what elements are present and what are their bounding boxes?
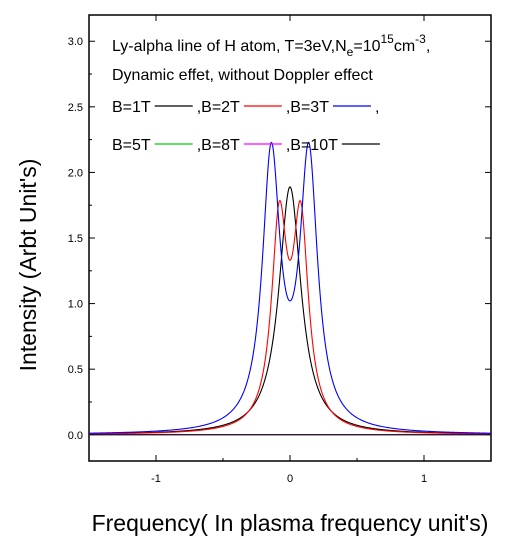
legend-label: B=3T: [290, 99, 329, 116]
legend-separator: ,: [286, 99, 290, 116]
x-tick-label: 0: [287, 473, 293, 485]
y-tick-label: 0.5: [68, 364, 83, 376]
series-line-b-3t: [88, 141, 492, 434]
y-tick-label: 2.5: [68, 102, 83, 114]
chart-subtitle: Dynamic effet, without Doppler effect: [112, 67, 373, 84]
x-axis-label: Frequency( In plasma frequency unit's): [92, 510, 489, 536]
legend-label: B=10T: [290, 137, 338, 154]
legend-label: B=5T: [112, 137, 151, 154]
x-tick-label: 1: [421, 473, 427, 485]
legend-separator: ,: [375, 99, 379, 116]
legend: B=1T, B=2T, B=3T ,B=5T, B=8T, B=10T: [112, 99, 380, 154]
series-line-b-1t: [88, 186, 492, 435]
y-tick-label: 0.0: [68, 430, 83, 442]
legend-label: B=8T: [201, 137, 240, 154]
y-tick-label: 1.0: [68, 299, 83, 311]
legend-label: B=2T: [201, 99, 240, 116]
x-axis: -1 0 1: [88, 15, 492, 485]
y-axis: 0.0 0.5 1.0 1.5 2.0 2.5 3.0: [68, 36, 491, 442]
legend-separator: ,: [286, 137, 290, 154]
legend-separator: ,: [197, 99, 201, 116]
y-axis-label: Intensity (Arbt Unit's): [15, 159, 41, 372]
series-line-b-2t: [89, 199, 491, 435]
legend-label: B=1T: [112, 99, 151, 116]
y-tick-label: 1.5: [68, 233, 83, 245]
chart-title: Ly-alpha line of H atom, T=3eV,Ne=1015cm…: [112, 32, 430, 59]
x-tick-label: -1: [151, 473, 161, 485]
legend-separator: ,: [197, 137, 201, 154]
y-tick-label: 2.0: [68, 167, 83, 179]
y-tick-label: 3.0: [68, 36, 83, 48]
plot-area: [88, 141, 492, 436]
